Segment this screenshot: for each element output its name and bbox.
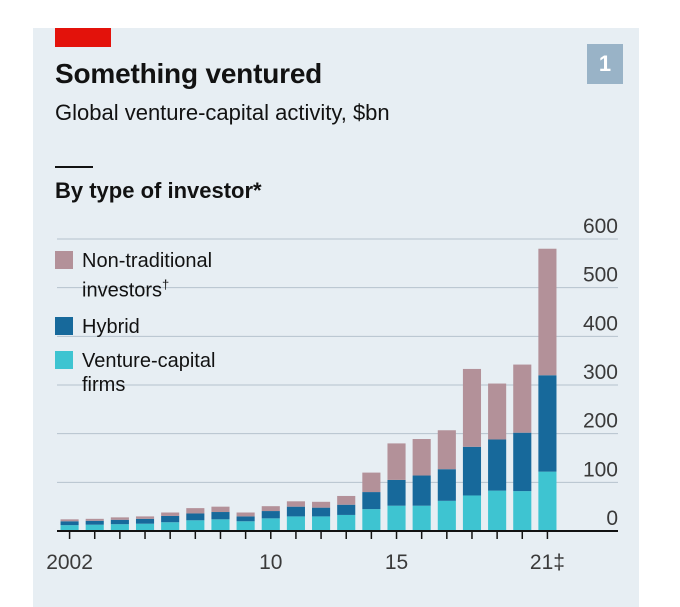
- x-tick-label: 21‡: [530, 551, 565, 574]
- bar-segment: [135, 523, 155, 531]
- bar-segment: [337, 514, 356, 531]
- bar-segment: [312, 507, 331, 517]
- bar-segment: [211, 512, 230, 520]
- bar-segment: [337, 504, 356, 515]
- bar-segment: [412, 439, 431, 476]
- legend-label-non-traditional: Non-traditional investors†: [82, 249, 212, 303]
- section-heading: By type of investor*: [55, 178, 262, 203]
- bar-segment: [60, 519, 79, 522]
- bar-segment: [85, 524, 104, 531]
- bar-segment: [312, 501, 331, 508]
- bar-segment: [261, 506, 280, 512]
- bar-segment: [488, 439, 507, 491]
- legend-label-line2: firms: [82, 374, 126, 396]
- bar-segment: [538, 375, 557, 472]
- bar-segment: [437, 430, 456, 470]
- bar-segment: [236, 512, 255, 517]
- chart-number-badge: 1: [587, 44, 623, 84]
- bar-segment: [437, 500, 456, 531]
- bar-segment: [60, 521, 79, 526]
- bar-segment: [286, 506, 305, 517]
- bar-segment: [513, 491, 532, 531]
- bar-segment: [161, 512, 180, 516]
- y-tick-label: 200: [583, 410, 618, 433]
- legend-label-line1: Non-traditional: [82, 250, 213, 272]
- bar-segment: [110, 524, 129, 531]
- bar-segment: [362, 509, 381, 531]
- section-rule: [55, 166, 93, 168]
- x-tick-label: 2002: [46, 551, 93, 574]
- chart-title: Something ventured: [55, 58, 323, 89]
- bar-segment: [85, 520, 104, 525]
- bar-segment: [462, 368, 482, 447]
- bar-segment: [186, 513, 205, 521]
- bar-segment: [161, 522, 180, 531]
- bar-segment: [462, 495, 482, 531]
- bar-segment: [412, 475, 431, 506]
- legend-footnote-mark: †: [162, 277, 170, 292]
- chart-subtitle: Global venture-capital activity, $bn: [55, 100, 390, 125]
- y-tick-label: 400: [583, 312, 618, 335]
- x-tick-label: 10: [259, 551, 282, 574]
- bar-segment: [387, 443, 406, 480]
- chart-card: [33, 28, 639, 607]
- legend-label-line2: investors: [82, 279, 163, 302]
- bar-segment: [110, 517, 129, 520]
- y-tick-label: 0: [606, 507, 618, 530]
- brand-red-tag: [55, 28, 111, 47]
- bar-segment: [236, 521, 255, 531]
- bar-segment: [135, 518, 155, 524]
- bar-segment: [488, 490, 507, 531]
- bar-segment: [236, 516, 255, 522]
- bar-segment: [186, 508, 205, 514]
- bar-segment: [362, 472, 381, 493]
- bar-segment: [110, 519, 129, 525]
- legend-swatch-vc-firms: [55, 351, 73, 369]
- bar-segment: [538, 471, 557, 531]
- bar-segment: [362, 492, 381, 510]
- bar-segment: [488, 383, 507, 440]
- bar-segment: [261, 511, 280, 519]
- legend-swatch-hybrid: [55, 317, 73, 335]
- bar-segment: [211, 506, 230, 513]
- y-tick-label: 300: [583, 361, 618, 384]
- legend-label-hybrid: Hybrid: [82, 316, 140, 338]
- bar-segment: [462, 446, 482, 496]
- bar-segment: [85, 518, 104, 521]
- bar-segment: [186, 520, 205, 531]
- bar-segment: [60, 525, 79, 531]
- y-tick-label: 600: [583, 215, 618, 238]
- bar-segment: [312, 516, 331, 531]
- bar-segment: [211, 519, 230, 531]
- bar-segment: [337, 495, 356, 505]
- bar-segment: [161, 515, 180, 523]
- bar-segment: [135, 516, 155, 519]
- y-tick-label: 500: [583, 264, 618, 287]
- bar-segment: [387, 505, 406, 531]
- y-tick-label: 100: [583, 458, 618, 481]
- bar-segment: [538, 248, 557, 376]
- bar-segment: [286, 501, 305, 507]
- bar-segment: [412, 505, 431, 531]
- legend-label-line1: Venture-capital: [82, 350, 216, 372]
- legend-label-vc-firms: Venture-capital firms: [82, 349, 215, 397]
- bar-segment: [261, 518, 280, 531]
- bar-segment: [387, 479, 406, 506]
- bar-segment: [437, 469, 456, 501]
- legend-swatch-non-traditional: [55, 251, 73, 269]
- bar-segment: [513, 432, 532, 492]
- x-tick-label: 15: [385, 551, 408, 574]
- bar-segment: [286, 516, 305, 531]
- bar-segment: [513, 364, 532, 433]
